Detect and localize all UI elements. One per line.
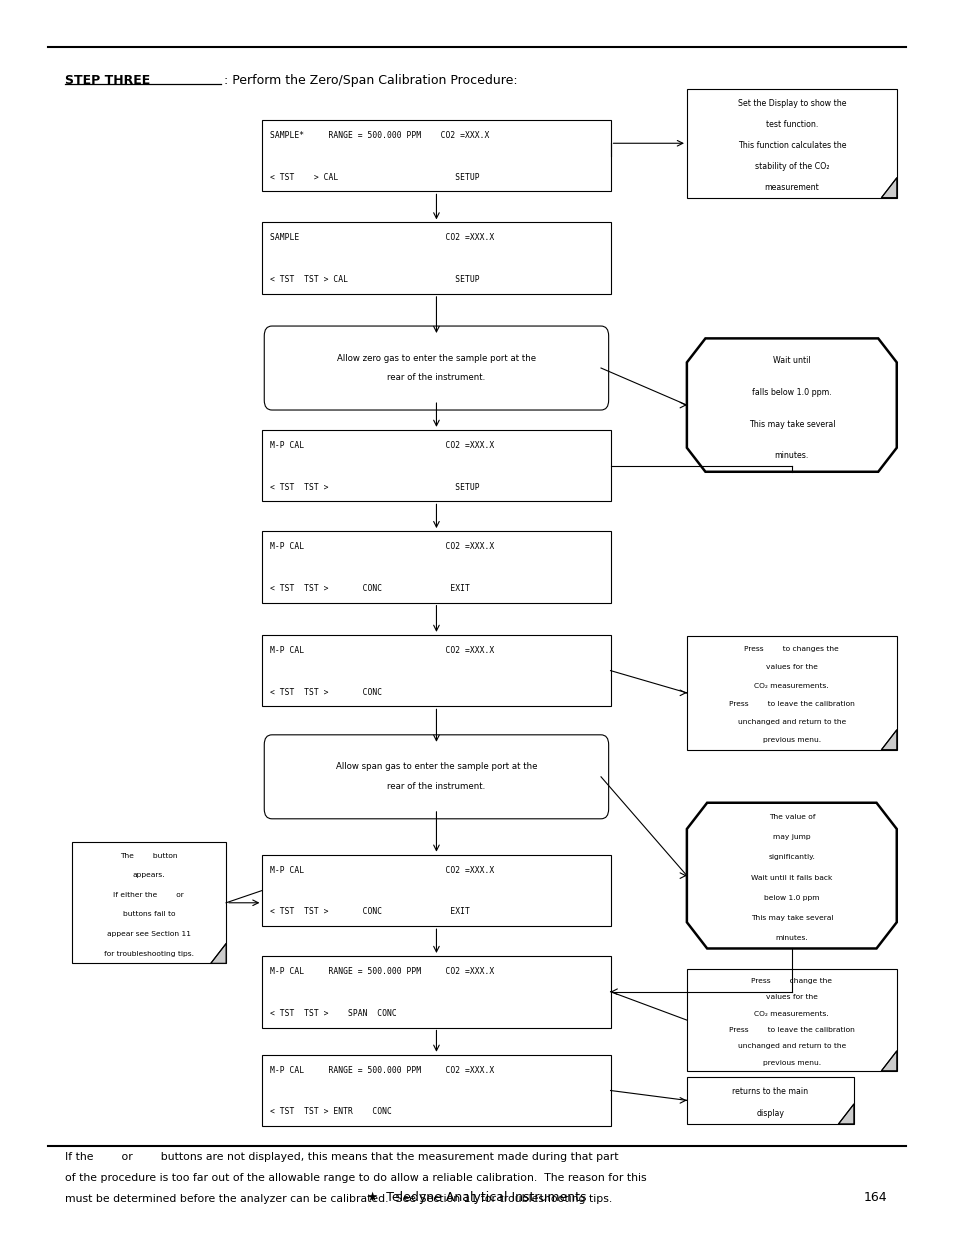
Text: unchanged and return to the: unchanged and return to the — [737, 719, 845, 725]
FancyBboxPatch shape — [262, 120, 610, 191]
Text: display: display — [756, 1109, 783, 1118]
Polygon shape — [686, 803, 896, 948]
Text: < TST  TST >       CONC              EXIT: < TST TST > CONC EXIT — [270, 584, 470, 593]
Text: appears.: appears. — [132, 872, 165, 878]
Text: 164: 164 — [862, 1192, 886, 1204]
Text: appear see Section 11: appear see Section 11 — [107, 931, 191, 937]
Polygon shape — [881, 730, 896, 750]
Text: < TST  TST >       CONC              EXIT: < TST TST > CONC EXIT — [270, 908, 470, 916]
Text: values for the: values for the — [765, 994, 817, 1000]
Text: Press        change the: Press change the — [751, 978, 831, 984]
Text: buttons fail to: buttons fail to — [122, 911, 175, 918]
Text: M-P CAL                             CO2 =XXX.X: M-P CAL CO2 =XXX.X — [270, 646, 494, 655]
FancyBboxPatch shape — [262, 430, 610, 501]
Text: must be determined before the analyzer can be calibrated.  See Section 11 for tr: must be determined before the analyzer c… — [65, 1194, 612, 1204]
Text: This function calculates the: This function calculates the — [737, 141, 845, 149]
Text: < TST  TST >       CONC: < TST TST > CONC — [270, 688, 382, 697]
FancyBboxPatch shape — [71, 842, 226, 963]
FancyBboxPatch shape — [686, 636, 896, 750]
FancyBboxPatch shape — [262, 956, 610, 1028]
Text: previous menu.: previous menu. — [762, 737, 820, 743]
FancyBboxPatch shape — [264, 735, 608, 819]
FancyBboxPatch shape — [262, 635, 610, 706]
Text: M-P CAL                             CO2 =XXX.X: M-P CAL CO2 =XXX.X — [270, 866, 494, 874]
Text: CO₂ measurements.: CO₂ measurements. — [754, 683, 828, 688]
FancyBboxPatch shape — [262, 531, 610, 603]
Text: This may take several: This may take several — [750, 915, 832, 921]
Text: Set the Display to show the: Set the Display to show the — [737, 99, 845, 107]
Text: minutes.: minutes. — [775, 935, 807, 941]
Text: M-P CAL                             CO2 =XXX.X: M-P CAL CO2 =XXX.X — [270, 542, 494, 551]
Text: SAMPLE                              CO2 =XXX.X: SAMPLE CO2 =XXX.X — [270, 233, 494, 242]
Text: The        button: The button — [120, 853, 177, 858]
FancyBboxPatch shape — [262, 1055, 610, 1126]
Text: values for the: values for the — [765, 664, 817, 671]
Text: Wait until: Wait until — [772, 356, 810, 366]
Text: ★  Teledyne Analytical Instruments: ★ Teledyne Analytical Instruments — [367, 1192, 586, 1204]
Text: Allow zero gas to enter the sample port at the: Allow zero gas to enter the sample port … — [336, 353, 536, 363]
Text: of the procedure is too far out of the allowable range to do allow a reliable ca: of the procedure is too far out of the a… — [65, 1173, 646, 1183]
Text: < TST  TST > ENTR    CONC: < TST TST > ENTR CONC — [270, 1108, 392, 1116]
Text: M-P CAL                             CO2 =XXX.X: M-P CAL CO2 =XXX.X — [270, 441, 494, 450]
Text: Press        to leave the calibration: Press to leave the calibration — [728, 700, 854, 706]
Text: below 1.0 ppm: below 1.0 ppm — [763, 895, 819, 900]
FancyBboxPatch shape — [686, 1077, 853, 1124]
Text: minutes.: minutes. — [774, 451, 808, 461]
FancyBboxPatch shape — [262, 222, 610, 294]
Text: < TST  TST > CAL                      SETUP: < TST TST > CAL SETUP — [270, 275, 479, 284]
Text: previous menu.: previous menu. — [762, 1060, 820, 1066]
Text: measurement: measurement — [763, 183, 819, 191]
Text: unchanged and return to the: unchanged and return to the — [737, 1044, 845, 1050]
Text: < TST  TST >                          SETUP: < TST TST > SETUP — [270, 483, 479, 492]
Text: < TST    > CAL                        SETUP: < TST > CAL SETUP — [270, 173, 479, 182]
Text: CO₂ measurements.: CO₂ measurements. — [754, 1010, 828, 1016]
Text: falls below 1.0 ppm.: falls below 1.0 ppm. — [751, 388, 831, 396]
FancyBboxPatch shape — [686, 89, 896, 198]
Text: STEP THREE: STEP THREE — [65, 74, 150, 88]
Text: : Perform the Zero/Span Calibration Procedure:: : Perform the Zero/Span Calibration Proc… — [224, 74, 517, 88]
Text: for troubleshooting tips.: for troubleshooting tips. — [104, 951, 193, 957]
Text: may jump: may jump — [772, 834, 810, 840]
FancyBboxPatch shape — [262, 855, 610, 926]
Text: If either the        or: If either the or — [113, 892, 184, 898]
Text: Wait until it falls back: Wait until it falls back — [750, 874, 832, 881]
Text: Allow span gas to enter the sample port at the: Allow span gas to enter the sample port … — [335, 762, 537, 772]
Text: The value of: The value of — [768, 814, 814, 820]
Text: SAMPLE*     RANGE = 500.000 PPM    CO2 =XXX.X: SAMPLE* RANGE = 500.000 PPM CO2 =XXX.X — [270, 131, 489, 140]
Text: Press        to changes the: Press to changes the — [743, 646, 839, 652]
Text: M-P CAL     RANGE = 500.000 PPM     CO2 =XXX.X: M-P CAL RANGE = 500.000 PPM CO2 =XXX.X — [270, 1066, 494, 1074]
Text: significantly.: significantly. — [767, 855, 815, 861]
Text: rear of the instrument.: rear of the instrument. — [387, 782, 485, 792]
Text: rear of the instrument.: rear of the instrument. — [387, 373, 485, 383]
Text: < TST  TST >    SPAN  CONC: < TST TST > SPAN CONC — [270, 1009, 396, 1018]
Polygon shape — [881, 1051, 896, 1071]
Text: This may take several: This may take several — [748, 420, 834, 429]
Polygon shape — [838, 1104, 853, 1124]
Polygon shape — [686, 338, 896, 472]
Text: Press        to leave the calibration: Press to leave the calibration — [728, 1028, 854, 1032]
Text: M-P CAL     RANGE = 500.000 PPM     CO2 =XXX.X: M-P CAL RANGE = 500.000 PPM CO2 =XXX.X — [270, 967, 494, 976]
Text: stability of the CO₂: stability of the CO₂ — [754, 162, 828, 170]
Polygon shape — [881, 178, 896, 198]
Text: If the        or        buttons are not displayed, this means that the measureme: If the or buttons are not displayed, thi… — [65, 1152, 618, 1162]
FancyBboxPatch shape — [686, 969, 896, 1071]
Polygon shape — [211, 944, 226, 963]
Text: test function.: test function. — [765, 120, 817, 128]
FancyBboxPatch shape — [264, 326, 608, 410]
Text: returns to the main: returns to the main — [732, 1087, 807, 1097]
